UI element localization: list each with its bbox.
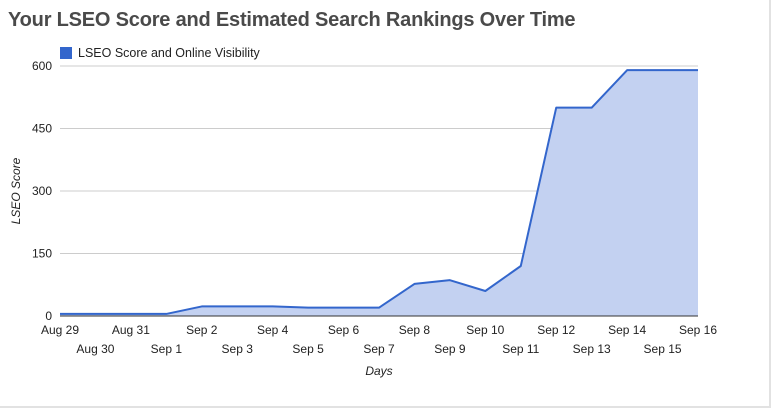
data-point [199,303,205,309]
data-point [482,288,488,294]
y-axis-title: LSEO Score [9,157,23,224]
x-tick-label: Sep 1 [151,342,183,356]
x-tick-label: Sep 5 [292,342,324,356]
x-tick-label: Sep 11 [502,342,539,356]
x-tick-label: Aug 31 [112,323,150,337]
data-point [270,303,276,309]
y-tick-label: 0 [45,309,52,323]
x-tick-label: Aug 30 [76,342,114,356]
legend-swatch [60,47,72,59]
data-point [660,67,666,73]
data-point [518,263,524,269]
data-point [341,305,347,311]
legend[interactable]: LSEO Score and Online Visibility [60,46,260,60]
x-tick-label: Sep 2 [186,323,218,337]
x-tick-label: Sep 16 [679,323,717,337]
x-tick-label: Sep 4 [257,323,289,337]
x-tick-label: Sep 6 [328,323,360,337]
x-tick-label: Aug 29 [41,323,79,337]
data-point [305,305,311,311]
chart-title: Your LSEO Score and Estimated Search Ran… [8,9,576,31]
data-point [695,67,701,73]
x-tick-label: Sep 12 [537,323,575,337]
x-tick-label: Sep 15 [644,342,682,356]
x-tick-label: Sep 7 [363,342,395,356]
legend-label: LSEO Score and Online Visibility [78,46,260,60]
data-point [624,67,630,73]
data-point [234,303,240,309]
x-tick-label: Sep 14 [608,323,646,337]
data-point [589,105,595,111]
data-point [376,305,382,311]
y-tick-label: 450 [32,122,52,136]
x-tick-label: Sep 10 [466,323,504,337]
data-point [447,277,453,283]
data-point [411,281,417,287]
y-tick-label: 150 [32,247,52,261]
y-tick-label: 600 [32,59,52,73]
x-tick-label: Sep 3 [222,342,254,356]
series-area-fill [60,70,698,317]
x-tick-label: Sep 9 [434,342,466,356]
data-point [553,105,559,111]
x-tick-label: Sep 13 [573,342,611,356]
x-tick-label: Sep 8 [399,323,431,337]
series-line [60,69,698,315]
y-tick-label: 300 [32,184,52,198]
x-axis-title: Days [365,364,392,378]
